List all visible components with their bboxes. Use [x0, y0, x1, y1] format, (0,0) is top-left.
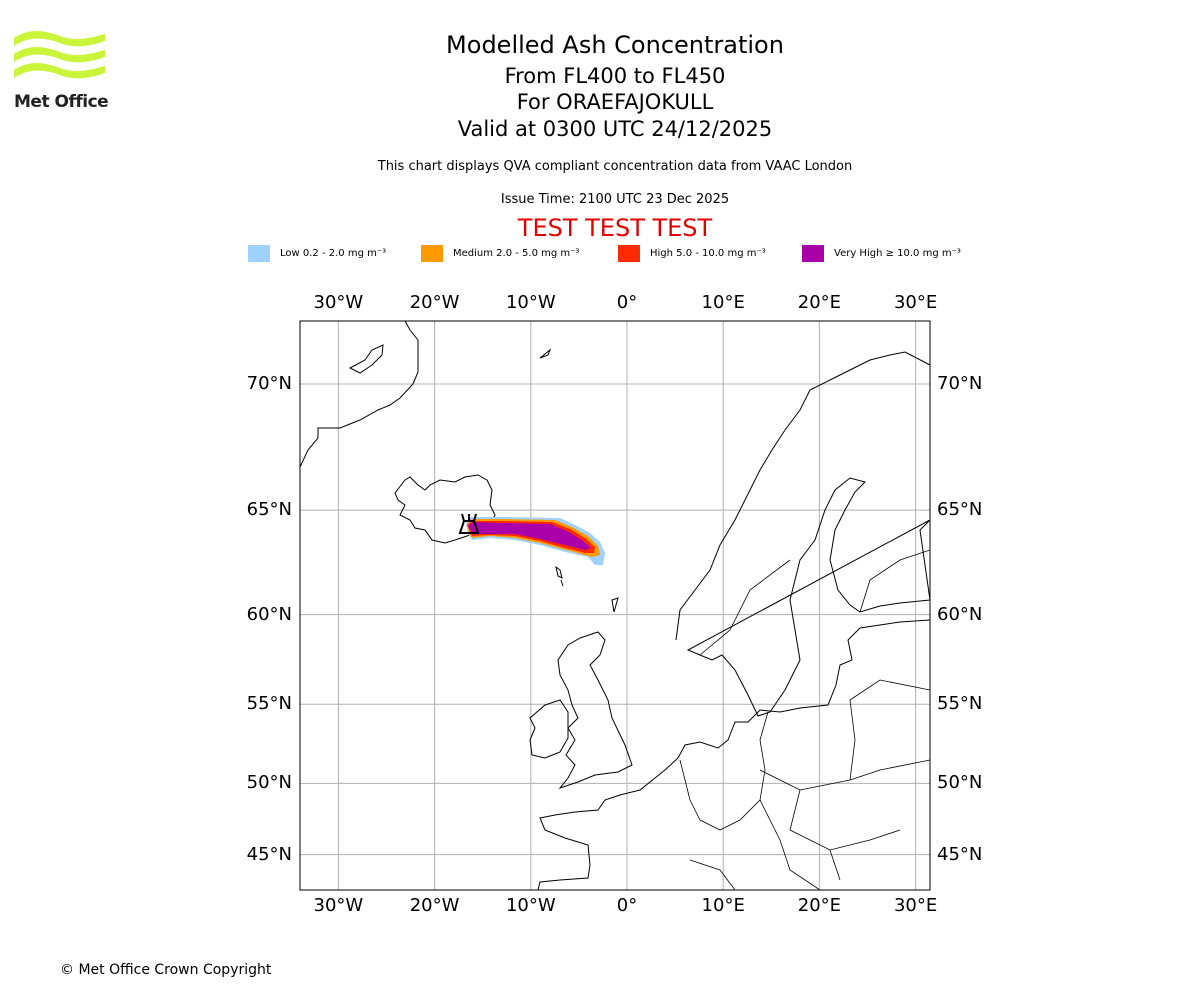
lat-label-left: 50°N: [246, 772, 292, 794]
test-banner: TEST TEST TEST: [517, 214, 713, 242]
valid-time: Valid at 0300 UTC 24/12/2025: [457, 117, 773, 141]
issue-time: Issue Time: 2100 UTC 23 Dec 2025: [500, 192, 730, 207]
great-britain-coast: [557, 597, 633, 790]
lon-label-top: 10°E: [701, 292, 745, 313]
legend-swatch: [421, 245, 443, 262]
copyright: © Met Office Crown Copyright: [60, 962, 272, 978]
volcano-icon: [458, 513, 480, 534]
lon-label-top: 0°: [616, 292, 638, 313]
lat-label-right: 50°N: [937, 772, 983, 794]
lat-label-left: 45°N: [246, 843, 292, 865]
legend-swatch: [618, 245, 640, 262]
lat-label-left: 60°N: [246, 603, 292, 625]
chart-title: Modelled Ash Concentration: [446, 31, 784, 59]
lon-label-bottom: 20°E: [797, 895, 842, 916]
lon-label-bottom: 20°W: [409, 895, 460, 916]
country-borders: [679, 549, 930, 890]
lat-label-right: 55°N: [937, 693, 983, 715]
lat-label-left: 55°N: [246, 693, 292, 715]
met-office-logo: [14, 30, 106, 94]
map-frame: [299, 320, 931, 891]
legend-swatch: [248, 245, 270, 262]
lat-label-left: 70°N: [246, 373, 292, 394]
flight-level-range: From FL400 to FL450: [504, 64, 726, 88]
lon-label-bottom: 10°E: [701, 895, 745, 916]
lat-label-right: 45°N: [937, 843, 983, 865]
logo-waves-icon: [14, 31, 105, 79]
legend-label: Medium 2.0 - 5.0 mg m⁻³: [453, 248, 580, 259]
lat-label-right: 60°N: [937, 603, 983, 625]
lat-label-left: 65°N: [246, 499, 292, 521]
faroe-islands: [555, 565, 564, 587]
lon-label-top: 20°E: [797, 292, 842, 313]
legend-label: High 5.0 - 10.0 mg m⁻³: [650, 248, 766, 259]
scandinavia-coast: [675, 351, 930, 717]
lat-label-right: 65°N: [937, 499, 983, 521]
lon-label-top: 30°E: [893, 292, 938, 313]
graticule: [300, 321, 930, 890]
logo-text: Met Office: [14, 92, 109, 112]
continental-europe-coast: [537, 619, 930, 890]
legend-label: Low 0.2 - 2.0 mg m⁻³: [280, 248, 387, 259]
lon-label-bottom: 30°W: [313, 895, 364, 916]
subtitle: This chart displays QVA compliant concen…: [377, 159, 853, 174]
legend-item-low: Low 0.2 - 2.0 mg m⁻³: [248, 245, 386, 262]
lon-label-top: 20°W: [409, 292, 460, 313]
lon-label-bottom: 30°E: [893, 895, 938, 916]
ireland-coast: [529, 699, 569, 759]
ash-plume: [466, 517, 605, 565]
lon-label-top: 10°W: [505, 292, 556, 313]
lon-label-bottom: 10°W: [505, 895, 556, 916]
jan-mayen: [539, 348, 552, 359]
legend-item-medium: Medium 2.0 - 5.0 mg m⁻³: [421, 245, 579, 262]
legend-label: Very High ≥ 10.0 mg m⁻³: [834, 248, 961, 259]
legend-item-high: High 5.0 - 10.0 mg m⁻³: [618, 245, 766, 262]
lon-label-top: 30°W: [313, 292, 364, 313]
iceland-coast: [394, 474, 496, 544]
volcano-name: For ORAEFAJOKULL: [516, 90, 714, 114]
legend-swatch: [802, 245, 824, 262]
coastlines: [300, 321, 930, 890]
greenland-coast: [300, 321, 419, 468]
lon-label-bottom: 0°: [616, 895, 638, 916]
ash-very-high-region: [468, 522, 591, 550]
legend-item-very-high: Very High ≥ 10.0 mg m⁻³: [802, 245, 961, 262]
lat-label-right: 70°N: [937, 373, 983, 394]
